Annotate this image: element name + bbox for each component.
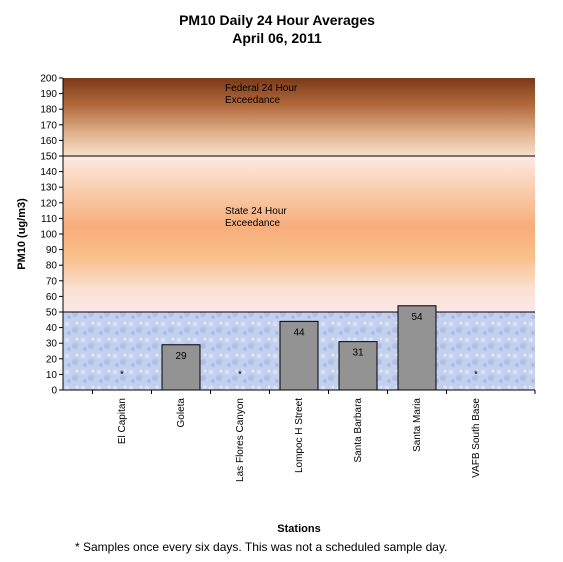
y-tick-label: 190: [40, 89, 57, 100]
chart-subtitle: April 06, 2011: [232, 30, 322, 46]
y-tick-label: 80: [46, 261, 58, 272]
x-tick-label: El Capitan: [117, 398, 128, 444]
y-tick-label: 50: [46, 308, 58, 319]
y-tick-label: 60: [46, 292, 58, 303]
y-tick-label: 130: [40, 183, 57, 194]
federal-exceedance-band: [63, 78, 535, 156]
bar-data-label: 29: [175, 351, 187, 362]
y-tick-label: 70: [46, 276, 58, 287]
bar-data-label: 54: [411, 312, 423, 323]
x-tick-label: Goleta: [176, 398, 187, 428]
x-tick-label: Lompoc H Street: [294, 398, 305, 473]
y-tick-label: 180: [40, 105, 57, 116]
y-tick-label: 150: [40, 152, 57, 163]
no-sample-marker: *: [474, 370, 478, 381]
y-tick-label: 140: [40, 167, 57, 178]
y-tick-label: 200: [40, 74, 57, 85]
state-band-label-line2: Exceedance: [225, 218, 280, 229]
bar-data-label: 44: [293, 327, 305, 338]
plot-area: Federal 24 Hour Exceedance State 24 Hour…: [40, 74, 536, 482]
y-tick-label: 20: [46, 354, 58, 365]
bar-goleta: [161, 344, 201, 391]
bar-lompoc-h-street: [279, 320, 319, 391]
federal-band-label-line1: Federal 24 Hour: [225, 83, 298, 94]
y-tick-label: 0: [51, 386, 57, 397]
y-tick-label: 30: [46, 339, 58, 350]
state-band-label-line1: State 24 Hour: [225, 206, 287, 217]
x-tick-label: Santa Maria: [412, 398, 423, 452]
bar-data-label: 31: [352, 348, 364, 359]
no-sample-marker: *: [120, 370, 124, 381]
axes-group: 0 10 20 30 40 50 60 70 80 90 100 110 120 130 140 150 160…: [40, 74, 536, 397]
footnote: * Samples once every six days. This was …: [75, 540, 448, 554]
y-axis-label: PM10 (ug/m3): [16, 198, 28, 270]
y-tick-label: 110: [41, 214, 57, 225]
y-tick-label: 100: [40, 230, 57, 241]
x-tick-label: Las Flores Canyon: [235, 398, 246, 482]
bars-group: * El Capitan 29 Goleta * Las Flores Canyon 44 L…: [92, 305, 482, 482]
y-tick-label: 120: [40, 198, 57, 209]
y-tick-label: 170: [40, 120, 57, 131]
y-tick-label: 90: [46, 245, 58, 256]
y-tick-label: 10: [46, 370, 58, 381]
chart-title: PM10 Daily 24 Hour Averages: [179, 12, 375, 28]
x-axis-label: Stations: [277, 523, 320, 535]
no-sample-marker: *: [238, 370, 242, 381]
x-tick-label: Santa Barbara: [353, 398, 364, 463]
x-tick-label: VAFB South Base: [471, 398, 482, 478]
state-exceedance-band: [63, 156, 535, 312]
federal-band-label-line2: Exceedance: [225, 95, 280, 106]
y-tick-label: 40: [46, 323, 58, 334]
y-tick-label: 160: [40, 136, 57, 147]
